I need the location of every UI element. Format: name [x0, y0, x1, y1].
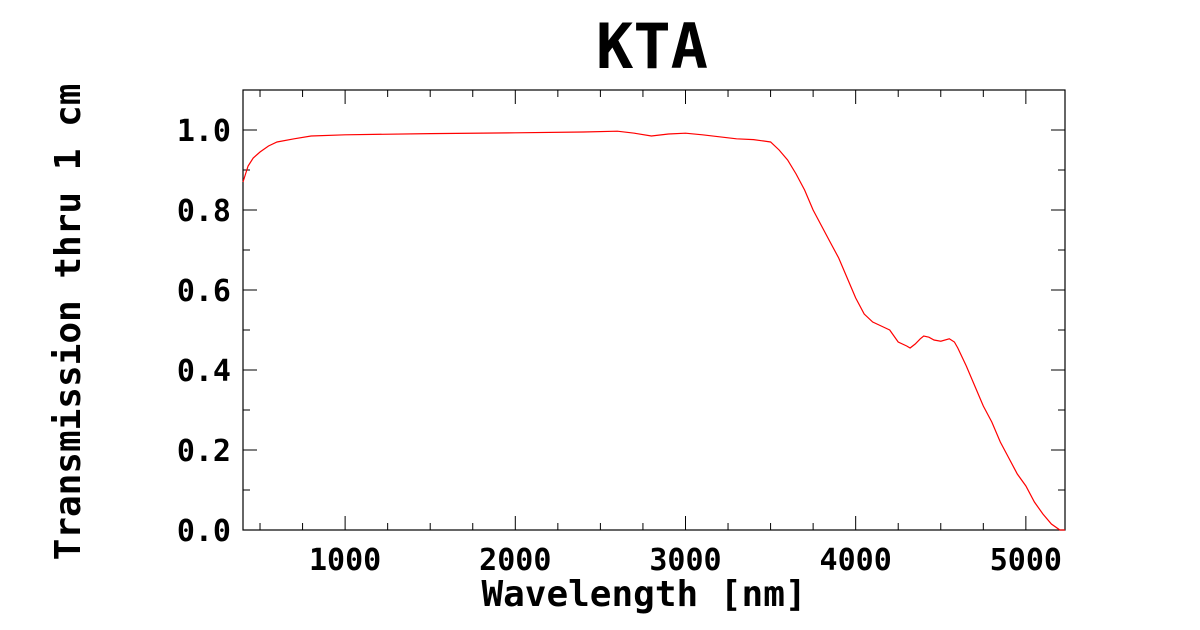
y-tick-label: 0.6: [177, 274, 231, 309]
y-tick-label: 0.8: [177, 194, 231, 229]
x-tick-label: 2000: [479, 543, 551, 578]
plot-area: [242, 89, 1066, 531]
chart-title: KTA: [596, 10, 708, 83]
x-axis-label: Wavelength [nm]: [481, 574, 806, 615]
x-tick-label: 5000: [990, 543, 1062, 578]
y-tick-label: 0.4: [177, 354, 231, 389]
y-tick-label: 0.2: [177, 434, 231, 469]
y-axis: 0.0 0.2 0.4 0.6 0.8 1.0: [177, 89, 1065, 549]
x-tick-label: 4000: [820, 543, 892, 578]
y-tick-label: 1.0: [177, 114, 231, 149]
plot-frame: [242, 89, 1066, 531]
y-tick-label: 0.0: [177, 514, 231, 549]
x-tick-label: 3000: [649, 543, 721, 578]
x-axis: 1000 2000 3000 4000 5000: [259, 90, 1062, 578]
series-line-kta: [242, 130, 1065, 531]
y-axis-label: Transmission thru 1 cm: [48, 84, 89, 561]
x-tick-label: 1000: [309, 543, 381, 578]
